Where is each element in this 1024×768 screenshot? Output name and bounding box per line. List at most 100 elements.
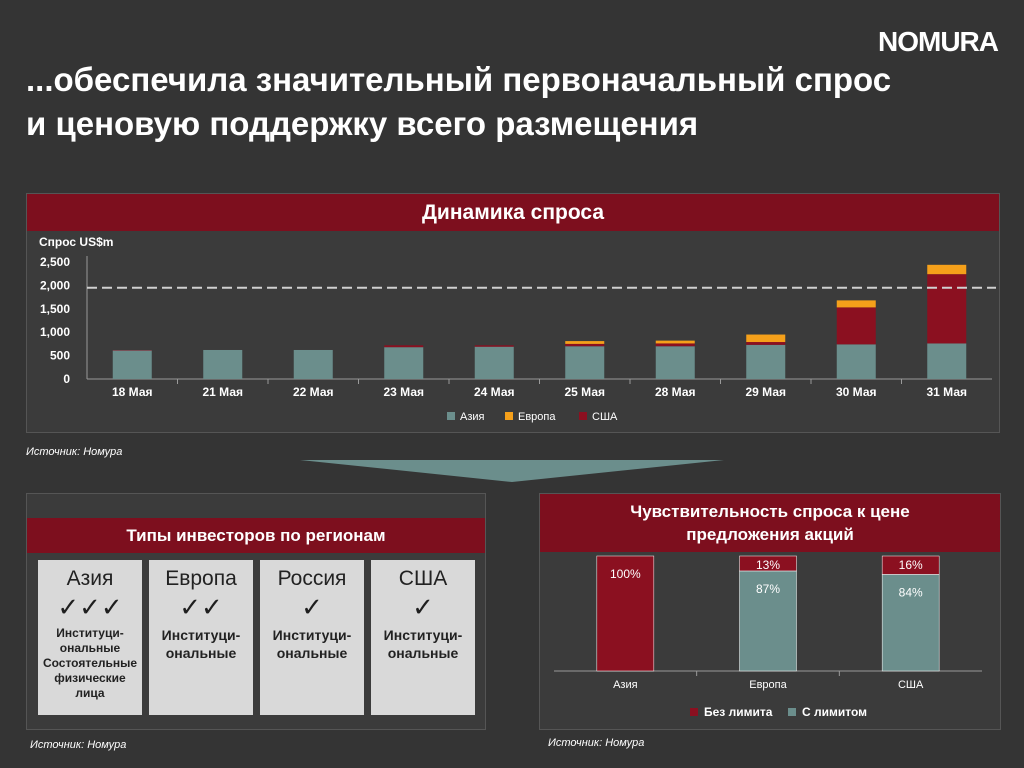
demand-x-tick-label: 25 Мая [565,385,606,399]
sensitivity-bar-segment [596,555,655,672]
demand-panel-header: Динамика спроса [27,194,999,231]
demand-bar-segment [836,307,876,345]
investor-region-label: Европа [165,567,237,590]
demand-legend-label: Азия [460,411,485,423]
demand-bar-segment [836,344,876,379]
demand-bar-segment [474,345,514,347]
sensitivity-data-label: 84% [899,585,923,599]
investor-type-text: ональные [387,645,459,661]
demand-bar-segment [293,349,333,379]
investor-type-text: Состоятельные [42,656,138,670]
investor-type-text: Институци- [272,627,352,643]
investor-types-grid: Азия ✓✓✓ Институци-ональные Состоятельные фи… [38,560,475,715]
investor-type-text: Институци- [161,627,241,643]
investor-type-card: Азия ✓✓✓ Институци-ональные Состоятельные фи… [38,560,142,715]
demand-y-tick-label: 500 [50,349,70,363]
sensitivity-data-label: 13% [756,558,780,572]
sensitivity-header-line-1: Чувствительность спроса к цене [630,502,910,521]
sensitivity-source: Источник: Номура [548,737,645,749]
demand-x-tick-label: 21 Мая [203,385,244,399]
demand-bar-segment [746,344,786,379]
sensitivity-legend-label: Без лимита [704,705,773,719]
demand-bar-segment [746,334,786,343]
sensitivity-x-tick-label: США [898,679,924,691]
demand-bar-segment [655,340,695,344]
demand-bar-segment [927,274,967,344]
investor-region-label: Азия [66,567,114,590]
investor-type-text: ональные [59,641,121,655]
sensitivity-chart: 100% Азия 87% 13% Европа 84% 16% США Без лимита С… [554,555,982,719]
demand-bar-segment [565,343,605,347]
demand-bar-segment [655,346,695,379]
investor-region-label: Россия [277,567,347,590]
demand-x-tick-label: 30 Мая [836,385,877,399]
sensitivity-data-label: 16% [899,558,923,572]
investor-type-card: Россия ✓ Институци-ональные [260,560,364,715]
demand-dynamics-panel: Динамика спроса Спрос US$m 2,500 2,000 1,50… [26,193,1000,433]
demand-bar-segment [565,346,605,379]
demand-legend-label: США [592,411,618,423]
demand-x-tick-label: 24 Мая [474,385,515,399]
sensitivity-x-tick-label: Европа [749,679,787,691]
demand-x-tick-label: 22 Мая [293,385,334,399]
investor-types-panel: Типы инвесторов по регионам Азия ✓✓✓ Инсти… [26,493,486,730]
demand-bar-segment [927,343,967,379]
demand-y-tick-label: 1,000 [40,325,70,339]
investor-type-text: лица [75,686,105,700]
sensitivity-bar-segment [739,570,797,672]
nomura-logo: NOMURA [878,26,999,57]
demand-bar-segment [203,349,243,379]
demand-y-tick-label: 0 [63,372,70,386]
demand-x-tick-label: 23 Мая [384,385,425,399]
demand-legend-swatch [505,412,513,420]
down-arrow-icon [300,460,724,482]
sensitivity-data-label: 100% [610,567,641,581]
sensitivity-x-tick-label: Азия [613,679,638,691]
demand-x-tick-label: 31 Мая [927,385,968,399]
types-panel-header: Типы инвесторов по регионам [27,518,485,553]
checkmark-icon: ✓✓✓ [57,592,123,622]
sensitivity-panel-header: Чувствительность спроса к цене предложен… [540,494,1000,552]
checkmark-icon: ✓✓ [179,592,223,622]
demand-bar-segment [927,264,967,275]
demand-bar-segment [112,350,152,379]
sensitivity-bar-segment [881,555,940,575]
demand-x-tick-label: 29 Мая [746,385,787,399]
demand-bar-segment [384,345,424,348]
investor-type-card: США ✓ Институци-ональные [371,560,475,715]
demand-chart: Спрос US$m 2,500 2,000 1,500 1,000 500 0 18 Мая… [39,235,996,423]
demand-bar-segment [746,342,786,345]
page-title-line-1: ...обеспечила значительный первоначальны… [26,61,892,98]
price-sensitivity-panel: Чувствительность спроса к цене предложен… [539,493,1001,730]
investor-type-text: Институци- [383,627,463,643]
page-title: ...обеспечила значительный первоначальны… [26,58,1006,146]
demand-x-tick-label: 28 Мая [655,385,696,399]
sensitivity-data-label: 87% [756,582,780,596]
demand-x-tick-label: 18 Мая [112,385,153,399]
sensitivity-legend-swatch [690,708,698,716]
demand-y-tick-label: 2,000 [40,278,70,292]
demand-legend-swatch [579,412,587,420]
demand-bar-segment [384,347,424,379]
sensitivity-header-line-2: предложения акций [686,525,854,544]
investor-type-card: Европа ✓✓ Институци-ональные [149,560,253,715]
page-title-line-2: и ценовую поддержку всего размещения [26,105,699,142]
demand-legend-swatch [447,412,455,420]
demand-source: Источник: Номура [26,446,123,458]
demand-y-tick-label: 1,500 [40,302,70,316]
sensitivity-legend-label: С лимитом [802,705,867,719]
investor-type-text: ональные [276,645,348,661]
sensitivity-bar-segment [881,574,940,672]
demand-legend-label: Европа [518,411,556,423]
sensitivity-bar-segment [739,555,797,572]
demand-y-axis-label: Спрос US$m [39,235,113,249]
demand-y-tick-label: 2,500 [40,255,70,269]
checkmark-icon: ✓ [412,592,434,622]
investor-region-label: США [398,567,448,590]
types-source: Источник: Номура [30,739,127,751]
investor-type-text: ональные [165,645,237,661]
investor-type-text: Институци- [56,626,124,640]
investor-type-text: физические [54,671,126,685]
sensitivity-legend-swatch [788,708,796,716]
demand-bar-segment [836,300,876,308]
